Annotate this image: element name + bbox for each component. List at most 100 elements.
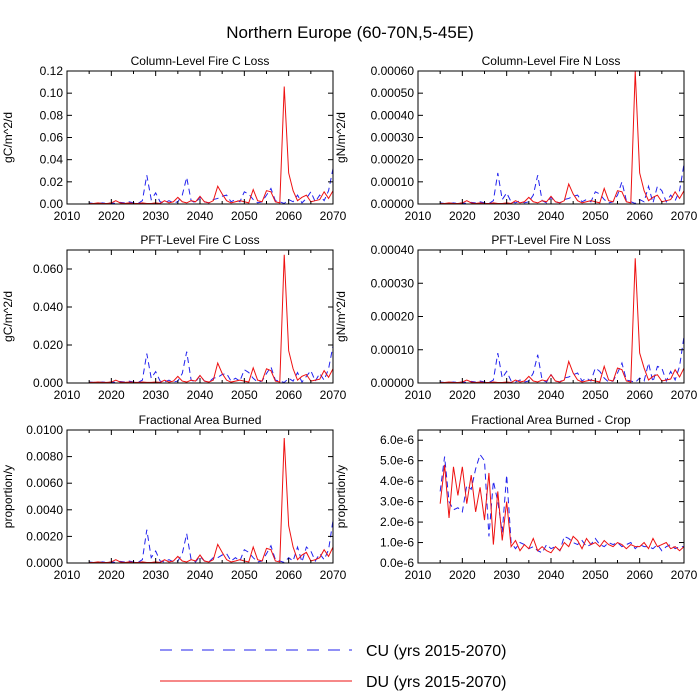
- series-line-cu: [89, 168, 333, 204]
- panel-3: 2010 2020 2030 2040 2050 2060 2070 0.000 0.020 0.…: [1, 233, 347, 402]
- x-tick-label: 2060: [626, 209, 653, 223]
- y-tick-label: 2.0e-6: [380, 515, 414, 529]
- panel-title: Column-Level Fire N Loss: [482, 54, 621, 68]
- x-tick-label: 2020: [98, 568, 125, 582]
- y-axis-label: gC/m^2/d: [1, 291, 15, 342]
- y-tick-label: 0.02: [40, 175, 64, 189]
- x-tick-label: 2060: [626, 388, 653, 402]
- plot-frame: [66, 70, 334, 205]
- panel-title: Column-Level Fire C Loss: [131, 54, 270, 68]
- x-tick-label: 2050: [231, 388, 258, 402]
- panel-5: 2010 2020 2030 2040 2050 2060 2070 0.0000 0.0020…: [1, 413, 347, 582]
- y-tick-label: 6.0e-6: [380, 433, 414, 447]
- y-tick-label: 0.00020: [371, 153, 415, 167]
- x-tick-label: 2060: [275, 209, 302, 223]
- y-tick-label: 0.00040: [371, 243, 415, 257]
- series-line-du: [439, 464, 684, 554]
- y-tick-label: 0.040: [33, 300, 63, 314]
- y-tick-label: 0.00050: [371, 86, 415, 100]
- series-line-du: [89, 254, 333, 383]
- x-tick-label: 2040: [187, 209, 214, 223]
- x-tick-label: 2070: [320, 209, 347, 223]
- y-tick-label: 0.0020: [26, 529, 63, 543]
- series-line-cu: [440, 164, 684, 204]
- y-tick-label: 0.0060: [26, 476, 63, 490]
- panel-6: 2010 2020 2030 2040 2050 2060 2070 0.0e-6 1.0e-6…: [334, 413, 698, 582]
- plot-frame: [417, 249, 685, 384]
- x-tick-label: 2010: [54, 209, 81, 223]
- x-tick-label: 2020: [449, 388, 476, 402]
- panel-4: 2010 2020 2030 2040 2050 2060 2070 0.00000 0.000…: [334, 233, 698, 402]
- x-tick-label: 2030: [493, 388, 520, 402]
- y-tick-label: 0.0100: [26, 423, 63, 437]
- y-tick-label: 0.0e-6: [380, 556, 414, 570]
- x-tick-label: 2070: [320, 388, 347, 402]
- x-tick-label: 2030: [493, 568, 520, 582]
- y-tick-label: 0.04: [40, 153, 64, 167]
- series-line-cu: [439, 453, 684, 554]
- y-tick-label: 0.000: [33, 376, 63, 390]
- y-tick-label: 0.020: [33, 338, 63, 352]
- series-line-cu: [440, 336, 684, 383]
- x-tick-label: 2060: [275, 568, 302, 582]
- x-tick-label: 2050: [231, 209, 258, 223]
- legend-label-du: DU (yrs 2015-2070): [366, 674, 507, 691]
- y-tick-label: 0.00020: [371, 310, 415, 324]
- series-line-du: [440, 71, 684, 204]
- y-tick-label: 5.0e-6: [380, 454, 414, 468]
- y-axis-label: gN/m^2/d: [334, 291, 348, 342]
- panel-1: 2010 2020 2030 2040 2050 2060 2070 0.00 0.02 0.04…: [1, 54, 347, 223]
- x-tick-label: 2020: [449, 209, 476, 223]
- x-tick-label: 2020: [449, 568, 476, 582]
- x-tick-label: 2010: [54, 568, 81, 582]
- plot-frame: [66, 249, 334, 384]
- y-tick-label: 0.00010: [371, 175, 415, 189]
- y-tick-label: 0.06: [40, 131, 64, 145]
- x-tick-label: 2030: [142, 388, 169, 402]
- x-tick-label: 2020: [98, 209, 125, 223]
- legend-label-cu: CU (yrs 2015-2070): [366, 643, 507, 660]
- y-tick-label: 0.0000: [26, 556, 63, 570]
- panels: 2010 2020 2030 2040 2050 2060 2070 0.00 0.02 0.04…: [1, 54, 698, 582]
- x-tick-label: 2030: [142, 568, 169, 582]
- y-tick-label: 0.00030: [371, 131, 415, 145]
- series-line-cu: [89, 345, 333, 383]
- y-tick-label: 0.00000: [371, 376, 415, 390]
- plot-frame: [417, 70, 685, 205]
- y-axis-label: gC/m^2/d: [1, 112, 15, 163]
- x-tick-label: 2040: [187, 568, 214, 582]
- y-axis-label: proportion/y: [1, 465, 15, 528]
- y-tick-label: 0.00000: [371, 197, 415, 211]
- x-tick-label: 2040: [187, 388, 214, 402]
- panel-title: Fractional Area Burned - Crop: [471, 413, 631, 427]
- x-tick-label: 2010: [405, 568, 432, 582]
- series-line-du: [440, 258, 684, 383]
- y-axis-label: proportion/y: [334, 465, 348, 528]
- x-tick-label: 2050: [582, 388, 609, 402]
- y-tick-label: 0.060: [33, 262, 63, 276]
- y-tick-label: 0.10: [40, 86, 64, 100]
- x-tick-label: 2060: [626, 568, 653, 582]
- series-line-cu: [89, 520, 333, 563]
- y-tick-label: 0.0080: [26, 450, 63, 464]
- series-line-du: [89, 437, 333, 563]
- x-tick-label: 2010: [405, 209, 432, 223]
- x-tick-label: 2070: [671, 209, 698, 223]
- x-tick-label: 2070: [671, 568, 698, 582]
- y-tick-label: 0.00030: [371, 276, 415, 290]
- series-line-du: [89, 86, 333, 204]
- x-tick-label: 2050: [582, 209, 609, 223]
- x-tick-label: 2050: [582, 568, 609, 582]
- x-tick-label: 2010: [405, 388, 432, 402]
- legend: CU (yrs 2015-2070) DU (yrs 2015-2070): [160, 643, 507, 691]
- x-tick-label: 2050: [231, 568, 258, 582]
- x-tick-label: 2040: [538, 209, 565, 223]
- y-tick-label: 0.00040: [371, 108, 415, 122]
- y-tick-label: 1.0e-6: [380, 536, 414, 550]
- figure-title: Northern Europe (60-70N,5-45E): [226, 23, 474, 42]
- panel-title: PFT-Level Fire N Loss: [491, 233, 610, 247]
- y-tick-label: 0.12: [40, 64, 64, 78]
- y-tick-label: 0.00060: [371, 64, 415, 78]
- x-tick-label: 2040: [538, 388, 565, 402]
